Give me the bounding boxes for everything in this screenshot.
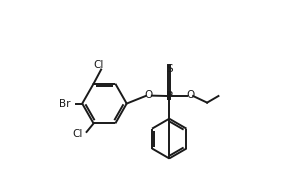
Text: P: P	[166, 89, 173, 103]
Text: Cl: Cl	[93, 60, 104, 70]
Text: Cl: Cl	[73, 129, 83, 139]
Text: S: S	[166, 64, 173, 74]
Text: Br: Br	[59, 98, 71, 108]
Text: O: O	[186, 90, 194, 100]
Text: O: O	[144, 90, 153, 100]
